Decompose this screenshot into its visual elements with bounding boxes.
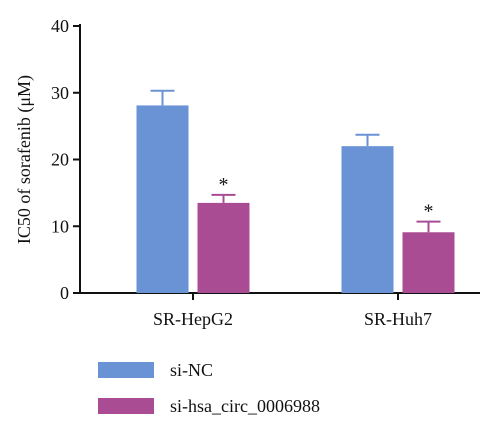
bar — [197, 202, 250, 293]
y-tick-label: 40 — [51, 16, 69, 36]
legend-item-si-hsa-circ: si-hsa_circ_0006988 — [98, 388, 488, 424]
y-tick-label: 10 — [51, 216, 69, 236]
legend-label-si-hsa-circ: si-hsa_circ_0006988 — [170, 395, 320, 416]
legend-swatch-si-hsa-circ — [98, 398, 154, 414]
bar — [402, 232, 455, 293]
legend-label-si-nc: si-NC — [170, 359, 214, 380]
legend-swatch-si-nc — [98, 362, 154, 378]
y-tick-label: 0 — [60, 283, 69, 303]
x-tick-label: SR-HepG2 — [153, 309, 233, 329]
significance-mark: * — [424, 201, 434, 223]
bar — [136, 105, 189, 294]
significance-mark: * — [219, 174, 229, 196]
y-axis-label: IC50 of sorafenib (μM) — [14, 75, 35, 244]
y-tick-label: 30 — [51, 83, 69, 103]
legend-item-si-nc: si-NC — [98, 352, 488, 388]
legend: si-NC si-hsa_circ_0006988 — [98, 352, 488, 424]
bar — [341, 146, 394, 293]
x-tick-label: SR-Huh7 — [364, 309, 432, 329]
y-tick-label: 20 — [51, 150, 69, 170]
